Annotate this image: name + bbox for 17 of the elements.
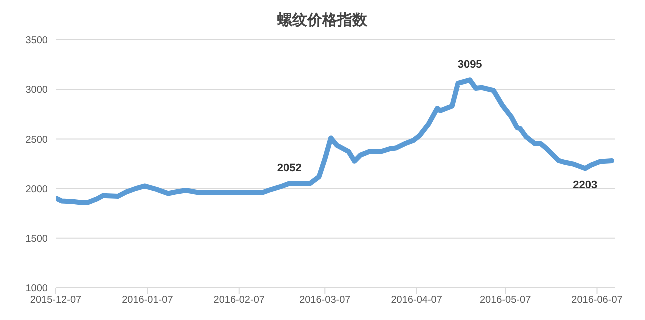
annotation: 2052 <box>277 162 302 175</box>
y-tick-label: 3000 <box>26 85 48 96</box>
x-tick-label: 2016-04-07 <box>391 295 443 306</box>
x-tick-label: 2016-03-07 <box>300 295 352 306</box>
chart-title: 螺纹价格指数 <box>276 11 368 31</box>
x-tick-label: 2016-02-07 <box>214 295 266 306</box>
x-tick-label: 2016-01-07 <box>122 295 174 306</box>
x-tick-label: 2016-05-07 <box>480 295 532 306</box>
x-tick-label: 2015-12-07 <box>30 295 82 306</box>
y-tick-label: 2000 <box>26 184 48 196</box>
y-tick-label: 1500 <box>26 234 48 245</box>
annotation: 2203 <box>573 179 598 192</box>
y-tick-label: 2500 <box>26 134 48 146</box>
x-tick-label: 2016-06-07 <box>572 295 624 306</box>
y-tick-label: 3500 <box>26 36 48 47</box>
annotation: 3095 <box>458 59 482 72</box>
y-tick-label: 1000 <box>26 284 48 295</box>
